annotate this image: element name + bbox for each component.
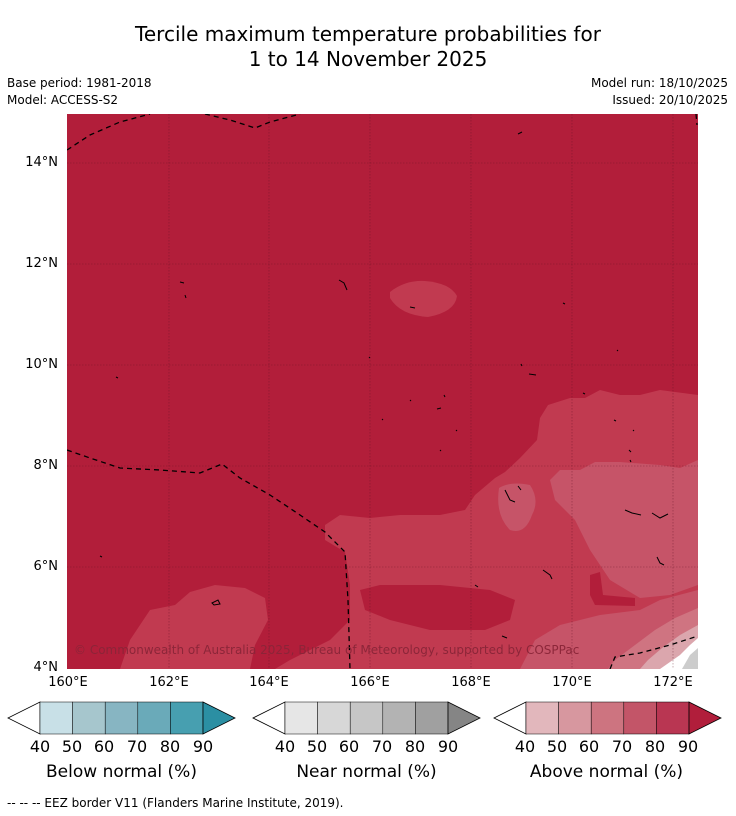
eez-borders xyxy=(67,114,698,669)
legend-below-tick: 90 xyxy=(192,737,214,756)
legend-near-tick: 70 xyxy=(371,737,393,756)
legend-below-low-extend xyxy=(7,701,41,735)
legend-near-swatch xyxy=(382,701,416,735)
legend-below-swatch xyxy=(137,701,171,735)
eez-border-north xyxy=(67,114,301,151)
legend-below-swatch xyxy=(104,701,139,735)
legend-near-tick: 90 xyxy=(437,737,459,756)
map-title: Tercile maximum temperature probabilitie… xyxy=(0,22,736,72)
legend-near-swatch xyxy=(317,701,351,735)
graticule xyxy=(67,114,698,669)
legend-above-high-extend xyxy=(688,701,722,735)
legend-below-tick: 40 xyxy=(29,737,51,756)
contour-grey xyxy=(682,648,698,669)
legend-above-bar xyxy=(493,701,722,735)
legend-below-tick: 80 xyxy=(159,737,181,756)
legend-near-tick: 80 xyxy=(404,737,426,756)
eez-border-east xyxy=(695,114,698,126)
lat-label: 12°N xyxy=(25,256,58,271)
title-line-2: 1 to 14 November 2025 xyxy=(248,47,488,71)
legend-below-swatch xyxy=(170,701,204,735)
islands xyxy=(99,131,669,639)
legend-above-swatch xyxy=(623,701,657,735)
legend-below-bar xyxy=(7,701,236,735)
legend-above-low-extend xyxy=(493,701,527,735)
legend-below-title: Below normal (%) xyxy=(46,762,197,782)
legend-below-tick: 70 xyxy=(126,737,148,756)
legend-near-tick: 40 xyxy=(274,737,296,756)
legend-above-tick: 70 xyxy=(611,737,633,756)
lat-label: 4°N xyxy=(33,660,59,675)
lon-label: 160°E xyxy=(48,675,88,690)
legend-below-swatch xyxy=(39,701,73,735)
legend-near-bar xyxy=(252,701,481,735)
legend-near-swatch xyxy=(415,701,449,735)
title-line-1: Tercile maximum temperature probabilitie… xyxy=(135,22,601,46)
model-run: Model run: 18/10/2025 xyxy=(590,76,728,90)
legend-near-title: Near normal (%) xyxy=(296,762,437,782)
contour-90-blob xyxy=(360,585,515,630)
legend-near-tick: 60 xyxy=(338,737,360,756)
legend-above-tick: 80 xyxy=(644,737,666,756)
legend-above-tick: 90 xyxy=(677,737,699,756)
legend-above-tick: 40 xyxy=(514,737,536,756)
eez-border-west xyxy=(67,449,351,669)
lat-label: 6°N xyxy=(33,559,59,574)
eez-border-southeast xyxy=(609,635,698,669)
base-period: Base period: 1981-2018 xyxy=(7,76,152,90)
meta-left: Base period: 1981-2018 Model: ACCESS-S2 xyxy=(7,75,152,109)
legend-above-tick: 50 xyxy=(546,737,568,756)
legend-above-swatch xyxy=(558,701,592,735)
eez-footer-note: -- -- -- EEZ border V11 (Flanders Marine… xyxy=(7,796,344,810)
legend-near-tick: 50 xyxy=(306,737,328,756)
legend-above-tick: 60 xyxy=(578,737,600,756)
lon-label: 170°E xyxy=(552,675,592,690)
lon-label: 166°E xyxy=(350,675,390,690)
legend-below-high-extend xyxy=(202,701,236,735)
legend-below-tick: 50 xyxy=(61,737,83,756)
legend-below-tick: 60 xyxy=(93,737,115,756)
meta-right: Model run: 18/10/2025 Issued: 20/10/2025 xyxy=(591,75,728,109)
legend-above-swatch xyxy=(656,701,690,735)
legend-above-title: Above normal (%) xyxy=(529,762,684,782)
copyright-text: © Commonwealth of Australia 2025, Bureau… xyxy=(74,643,579,657)
lat-label: 14°N xyxy=(25,155,58,170)
lon-label: 168°E xyxy=(451,675,491,690)
legend-near-high-extend xyxy=(447,701,481,735)
lat-label: 8°N xyxy=(33,458,59,473)
lat-label: 10°N xyxy=(25,357,58,372)
contour-80-north xyxy=(390,280,457,317)
legend-near-swatch xyxy=(349,701,384,735)
model-name: Model: ACCESS-S2 xyxy=(7,93,119,107)
lon-label: 172°E xyxy=(653,675,693,690)
lon-label: 164°E xyxy=(249,675,289,690)
contour-90-blob-2 xyxy=(590,572,635,606)
legend-colorbars xyxy=(7,701,722,735)
contour-80-southwest xyxy=(120,585,268,669)
lon-label: 162°E xyxy=(149,675,189,690)
legend-above-swatch xyxy=(525,701,559,735)
legend-near-swatch xyxy=(284,701,318,735)
legend-near-low-extend xyxy=(252,701,286,735)
legend-above-swatch xyxy=(590,701,625,735)
issued-date: Issued: 20/10/2025 xyxy=(612,93,728,107)
legend-below-swatch xyxy=(72,701,106,735)
